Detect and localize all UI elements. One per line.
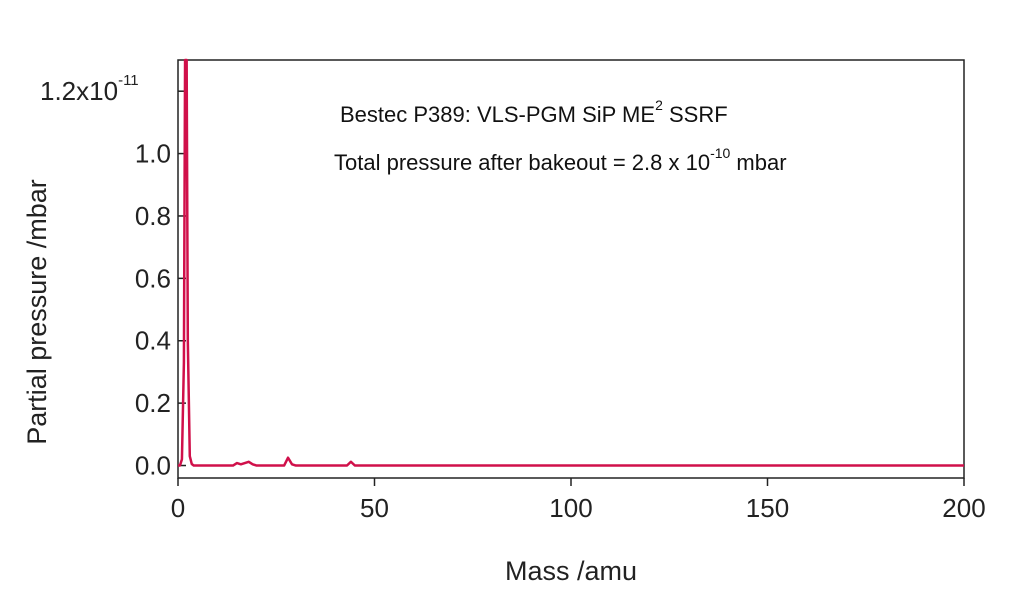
y-tick-label-text: 0.2 (135, 388, 171, 418)
y-tick-label: 0.2 (135, 388, 171, 418)
y-tick-label: 0.8 (135, 201, 171, 231)
y-tick-label-text: 1.2x10 (40, 76, 118, 106)
x-tick-label: 100 (549, 493, 592, 523)
annotation-pressure-text: Total pressure after bakeout = 2.8 x 10 (334, 150, 710, 175)
y-tick-label: 1.0 (135, 139, 171, 169)
y-tick-label-sup: -11 (118, 72, 139, 89)
y-tick-label: 1.2x10-11 (40, 72, 139, 106)
y-axis-title: Partial pressure /mbar (22, 179, 52, 445)
y-tick-label-text: 1.0 (135, 139, 171, 169)
annotation-title: Bestec P389: VLS-PGM SiP ME2 SSRF (340, 97, 728, 127)
annotation-title-text: Bestec P389: VLS-PGM SiP ME (340, 102, 655, 127)
x-tick-label: 200 (942, 493, 985, 523)
x-tick-label: 150 (746, 493, 789, 523)
annotation-title-sup: 2 (655, 97, 663, 113)
x-axis-title: Mass /amu (505, 556, 637, 586)
x-tick-label: 50 (360, 493, 389, 523)
annotation-pressure: Total pressure after bakeout = 2.8 x 10-… (334, 145, 787, 175)
x-axis: 0 50 100 150 200 (171, 478, 986, 523)
y-axis: 0.0 0.2 0.4 0.6 0.8 1.0 1.2x10-11 (40, 72, 186, 481)
y-tick-label: 0.0 (135, 451, 171, 481)
x-tick-label: 0 (171, 493, 185, 523)
annotation-title-suffix: SSRF (663, 102, 728, 127)
y-tick-label-text: 0.0 (135, 451, 171, 481)
y-tick-label: 0.4 (135, 326, 171, 356)
annotation-pressure-sup: -10 (710, 145, 730, 161)
y-tick-label: 0.6 (135, 263, 171, 293)
series-line (178, 58, 964, 467)
annotation-pressure-suffix: mbar (730, 150, 786, 175)
y-tick-label-text: 0.4 (135, 326, 171, 356)
y-tick-label-text: 0.6 (135, 263, 171, 293)
y-tick-label-text: 0.8 (135, 201, 171, 231)
